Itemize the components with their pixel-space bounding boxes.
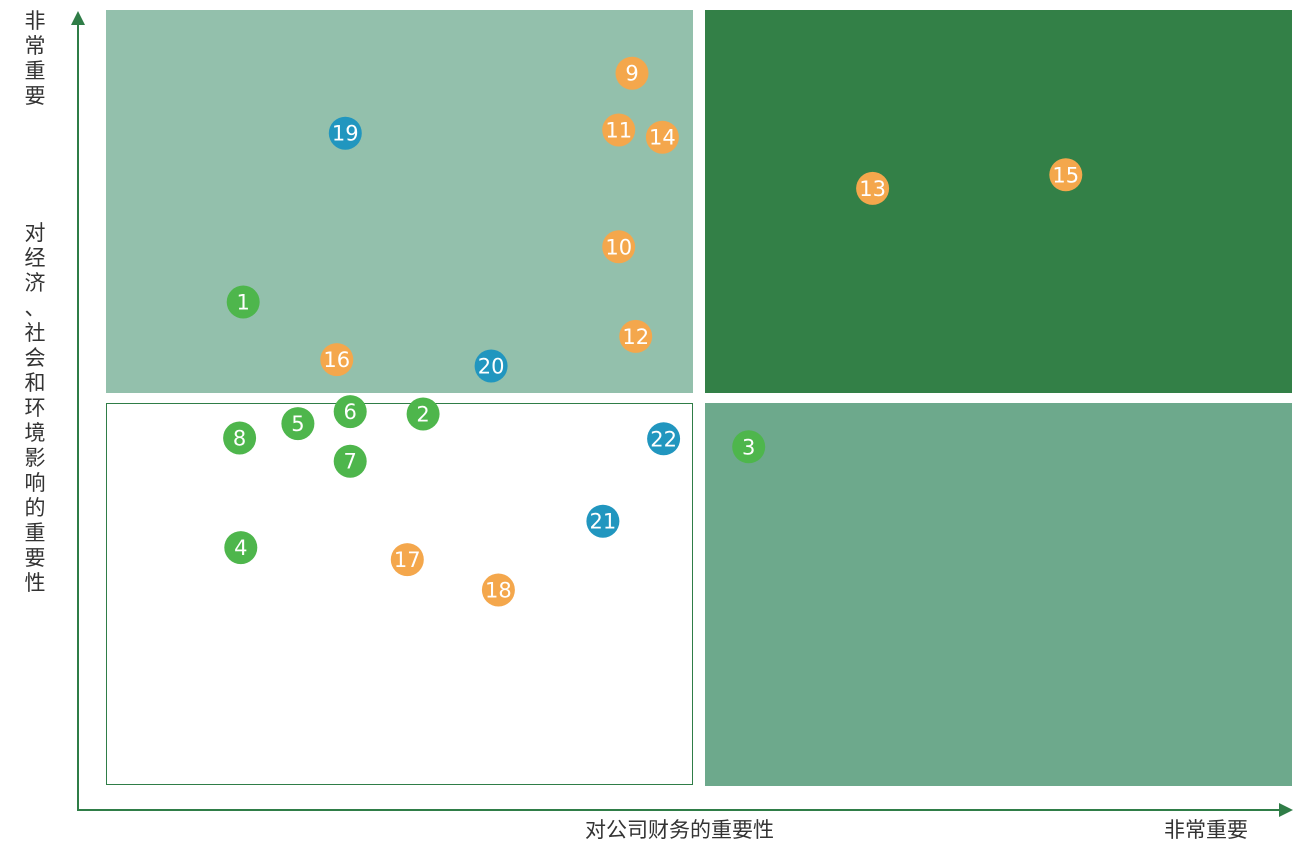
- x-axis-title: 对公司财务的重要性: [585, 818, 774, 842]
- point-marker: [602, 113, 636, 147]
- point-16: 16: [320, 343, 354, 377]
- y-axis-arrow: [71, 11, 85, 25]
- point-label: 12: [622, 325, 649, 349]
- point-label: 15: [1052, 163, 1079, 187]
- point-19: 19: [328, 116, 362, 150]
- point-7: 7: [333, 444, 367, 478]
- point-label: 20: [478, 355, 505, 379]
- point-marker: [333, 395, 367, 429]
- point-marker: [586, 504, 620, 538]
- point-14: 14: [645, 120, 679, 154]
- point-1: 1: [226, 285, 260, 319]
- point-label: 14: [649, 126, 676, 150]
- quadrant-bottom-left: [106, 403, 693, 785]
- point-label: 19: [332, 122, 359, 146]
- point-marker: [645, 120, 679, 154]
- y-axis-top-text: 非常重要: [24, 9, 46, 108]
- point-label: 21: [590, 510, 617, 534]
- point-6: 6: [333, 395, 367, 429]
- y-axis-top-label: 非常重要: [22, 9, 48, 109]
- point-2: 2: [406, 397, 440, 431]
- point-9: 9: [615, 56, 649, 90]
- point-13: 13: [856, 171, 890, 205]
- point-marker: [856, 171, 890, 205]
- point-label: 11: [605, 119, 632, 143]
- point-8: 8: [223, 421, 257, 455]
- point-marker: [474, 349, 508, 383]
- quadrant-top-left: [106, 10, 693, 393]
- point-3: 3: [732, 430, 766, 464]
- point-5: 5: [281, 407, 315, 441]
- point-label: 1: [237, 291, 250, 315]
- point-15: 15: [1049, 158, 1083, 192]
- point-marker: [333, 444, 367, 478]
- point-label: 18: [485, 579, 512, 603]
- point-label: 10: [605, 235, 632, 259]
- point-label: 22: [650, 427, 677, 451]
- point-marker: [732, 430, 766, 464]
- x-axis-end-label: 非常重要: [1164, 818, 1248, 842]
- point-10: 10: [602, 230, 636, 264]
- point-label: 13: [859, 177, 886, 201]
- point-label: 4: [234, 536, 247, 560]
- point-22: 22: [647, 422, 681, 456]
- point-marker: [647, 422, 681, 456]
- quadrant-bottom-right: [705, 403, 1292, 786]
- point-marker: [223, 421, 257, 455]
- point-label: 9: [625, 62, 638, 86]
- point-21: 21: [586, 504, 620, 538]
- point-marker: [226, 285, 260, 319]
- point-marker: [281, 407, 315, 441]
- point-label: 2: [416, 403, 429, 427]
- x-axis-arrow: [1279, 803, 1293, 817]
- point-label: 5: [291, 412, 304, 436]
- point-12: 12: [619, 319, 653, 353]
- point-marker: [602, 230, 636, 264]
- point-label: 6: [344, 400, 357, 424]
- point-marker: [224, 531, 258, 565]
- quadrant-top-right: [705, 10, 1292, 393]
- point-11: 11: [602, 113, 636, 147]
- point-marker: [406, 397, 440, 431]
- point-marker: [390, 543, 424, 577]
- point-label: 7: [344, 450, 357, 474]
- y-axis-title: 对经济、社会和环境影响的重要性: [22, 221, 48, 596]
- point-marker: [481, 573, 515, 607]
- point-marker: [619, 319, 653, 353]
- point-18: 18: [481, 573, 515, 607]
- point-label: 16: [323, 348, 350, 372]
- point-17: 17: [390, 543, 424, 577]
- point-4: 4: [224, 531, 258, 565]
- point-marker: [1049, 158, 1083, 192]
- y-axis-title-text: 对经济、社会和环境影响的重要性: [24, 221, 46, 595]
- point-label: 8: [233, 427, 246, 451]
- point-label: 3: [742, 435, 755, 459]
- point-20: 20: [474, 349, 508, 383]
- point-marker: [328, 116, 362, 150]
- point-label: 17: [394, 548, 421, 572]
- point-marker: [320, 343, 354, 377]
- point-marker: [615, 56, 649, 90]
